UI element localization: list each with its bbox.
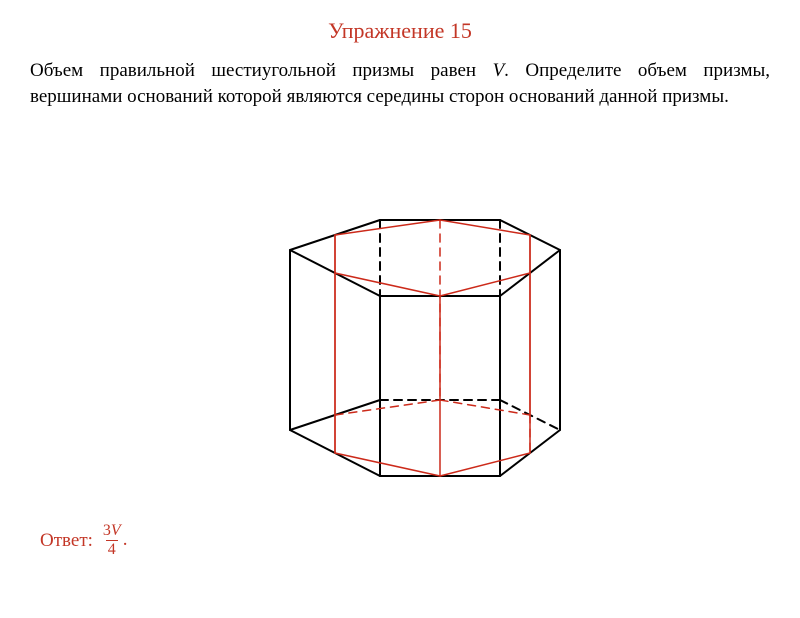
problem-text: Объем правильной шестиугольной призмы ра…	[30, 58, 770, 109]
fraction-denominator: 4	[106, 540, 118, 558]
answer-trailing: .	[123, 529, 128, 550]
answer-block: Ответ: 3V 4 .	[40, 523, 127, 558]
fraction-numerator: 3V	[101, 523, 123, 540]
prism-svg	[230, 178, 590, 518]
problem-pre: Объем правильной шестиугольной призмы ра…	[30, 60, 493, 81]
answer-fraction: 3V 4	[101, 523, 123, 558]
prism-figure	[230, 178, 590, 518]
numerator-coeff: 3	[103, 522, 111, 539]
answer-label: Ответ:	[40, 530, 93, 552]
exercise-title: Упражнение 15	[0, 18, 800, 44]
problem-variable: V	[493, 60, 505, 81]
answer-value: 3V 4 .	[101, 523, 128, 558]
numerator-var: V	[111, 522, 121, 539]
